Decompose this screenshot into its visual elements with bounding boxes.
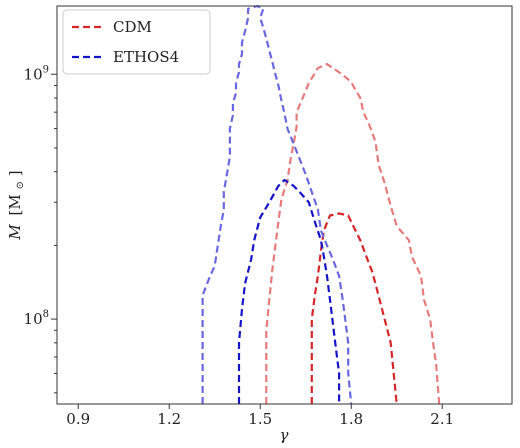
contour-layer [201,4,441,405]
plot-frame [56,5,513,405]
x-tick-label: 1.8 [339,410,363,428]
x-tick-label: 1.5 [248,410,272,428]
y-tick-label: 108 [24,309,49,328]
y-axis: 108 109 [24,64,57,394]
contour-cdm-outer [265,62,441,405]
contour-cdm-inner [310,212,398,405]
y-axis-title-symbol: M [6,224,24,241]
x-axis-title: γ [280,426,289,444]
x-axis: 0.9 1.2 1.5 1.8 2.1 [66,404,454,428]
y-axis-title-unit: [M [6,194,24,215]
y-axis-title-close: ] [6,170,24,176]
contour-ethos4-inner [237,178,341,404]
y-axis-title: M [M ⊙ ] [6,170,27,240]
y-tick-label: 109 [24,64,49,83]
y-axis-title-subscript: ⊙ [15,181,26,189]
x-tick-label: 0.9 [66,410,90,428]
x-tick-label: 1.2 [157,410,181,428]
legend-label-cdm: CDM [113,18,152,36]
legend: CDM ETHOS4 [62,9,211,75]
legend-label-ethos4: ETHOS4 [113,48,179,66]
x-tick-label: 2.1 [430,410,454,428]
svg-text:M [M ⊙ ]: M [M ⊙ ] [6,170,27,240]
